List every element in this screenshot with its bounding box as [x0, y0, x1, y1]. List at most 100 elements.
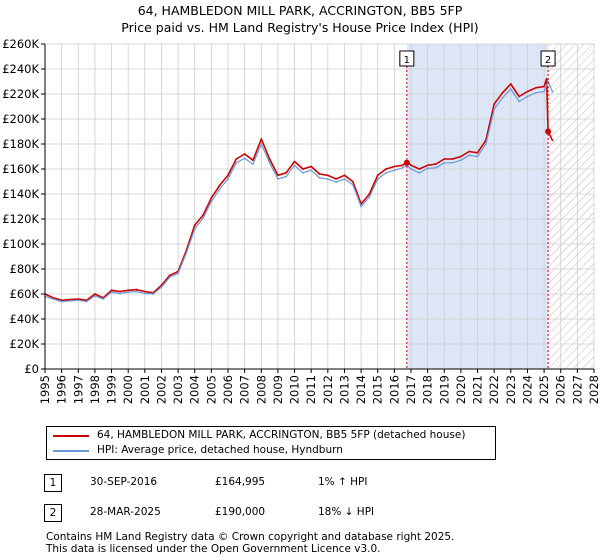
data-point-hpi-40 — [376, 178, 379, 180]
y-tick-label-4: £80K — [10, 262, 40, 276]
data-point-hpi-60 — [534, 91, 537, 94]
data-point-price-8 — [110, 289, 113, 292]
data-point-hpi-56 — [501, 96, 504, 99]
annotation-box-2 — [540, 50, 556, 67]
x-tick-label-2: 1997 — [71, 375, 85, 404]
data-point-price-40 — [376, 174, 379, 177]
sale-marker-2: 2 — [44, 504, 62, 522]
data-point-hpi-12 — [143, 292, 146, 295]
data-point-price-48 — [435, 163, 437, 165]
sale-row-2: 2 28-MAR-2025 £190,000 18% ↓ HPI — [0, 504, 600, 524]
data-point-hpi-18 — [193, 228, 196, 230]
region-layer — [406, 44, 594, 369]
data-point-hpi-29 — [285, 175, 288, 178]
data-point-price-35 — [335, 178, 338, 180]
data-point-hpi-53 — [476, 155, 479, 158]
sale-point-1 — [403, 159, 410, 166]
data-point-price-4 — [77, 298, 80, 300]
y-tick-label-9: £180K — [2, 137, 39, 151]
data-point-hpi-55 — [493, 108, 496, 110]
x-tick-label-14: 2009 — [271, 375, 285, 404]
data-point-hpi-26 — [260, 143, 263, 145]
x-tick-label-17: 2012 — [321, 375, 335, 404]
y-tick-label-11: £220K — [2, 87, 39, 101]
x-tick-label-3: 1998 — [88, 375, 102, 404]
data-point-hpi-2 — [60, 300, 63, 303]
data-point-hpi-5 — [85, 300, 88, 303]
data-point-hpi-10 — [127, 291, 130, 294]
sale-row-1: 1 30-SEP-2016 £164,995 1% ↑ HPI — [0, 474, 600, 494]
y-tick-label-7: £140K — [2, 187, 39, 201]
data-point-hpi-46 — [418, 171, 421, 174]
data-point-price-15 — [168, 274, 171, 277]
data-point-hpi-36 — [343, 178, 346, 180]
x-tick-label-23: 2018 — [421, 375, 435, 404]
y-tick-label-13: £260K — [2, 37, 39, 51]
data-point-hpi-61 — [543, 90, 545, 93]
sale-point-2 — [545, 128, 552, 135]
annotation-label-2: 2 — [545, 55, 551, 66]
data-point-price-12 — [143, 290, 146, 293]
data-point-price-31 — [301, 168, 304, 170]
data-point-price-27 — [268, 158, 271, 160]
data-point-price-59 — [526, 90, 529, 93]
data-point-hpi-32 — [310, 169, 313, 172]
y-tick-label-0: £0 — [24, 362, 39, 376]
data-point-hpi-9 — [118, 292, 121, 295]
data-point-hpi-34 — [326, 178, 329, 180]
x-tick-label-16: 2011 — [304, 375, 318, 404]
data-point-hpi-33 — [318, 176, 321, 179]
data-point-price-50 — [451, 158, 454, 160]
data-point-price-3 — [69, 298, 71, 301]
chart-title-line2: Price paid vs. HM Land Registry's House … — [121, 20, 479, 35]
data-point-price-32 — [310, 165, 313, 168]
data-point-hpi-17 — [185, 251, 188, 254]
data-point-hpi-7 — [102, 298, 105, 300]
data-point-price-28 — [277, 174, 279, 177]
data-point-hpi-4 — [77, 299, 80, 302]
data-point-hpi-21 — [218, 188, 221, 190]
data-point-price-41 — [385, 168, 387, 170]
x-tick-label-0: 1995 — [38, 375, 52, 404]
data-point-hpi-54 — [484, 143, 487, 145]
data-point-hpi-27 — [268, 161, 271, 164]
data-point-price-55 — [493, 103, 496, 105]
data-point-hpi-22 — [227, 178, 229, 180]
x-tick-label-32: 2027 — [570, 375, 584, 404]
data-point-hpi-49 — [443, 161, 446, 164]
footer-line2: This data is licensed under the Open Gov… — [46, 543, 381, 555]
data-point-price-26 — [260, 138, 263, 140]
x-tick-label-6: 2001 — [138, 375, 152, 404]
data-point-hpi-15 — [168, 276, 171, 279]
data-point-price-62 — [545, 78, 548, 80]
sale-hpi-2: 18% ↓ HPI — [318, 506, 375, 518]
data-point-price-52 — [468, 150, 471, 153]
x-tick-label-31: 2026 — [554, 375, 568, 404]
data-point-hpi-8 — [110, 291, 113, 294]
data-point-hpi-47 — [426, 167, 429, 170]
data-point-hpi-45 — [410, 168, 412, 170]
sale-date-1: 30-SEP-2016 — [90, 476, 158, 488]
axes-layer: £0 £20K £40K £60K £80K £100K £120K £140K £160K £1… — [2, 37, 600, 404]
y-tick-label-5: £100K — [2, 237, 39, 251]
data-point-price-36 — [343, 174, 346, 177]
sale-date-2: 28-MAR-2025 — [90, 506, 161, 518]
x-tick-label-29: 2024 — [520, 375, 534, 404]
data-point-hpi-62 — [547, 80, 549, 83]
data-point-price-23 — [235, 158, 238, 160]
data-point-hpi-30 — [293, 164, 296, 167]
x-tick-label-30: 2025 — [537, 375, 551, 404]
data-point-price-53 — [476, 151, 479, 154]
legend-label-price: 64, HAMBLEDON MILL PARK, ACCRINGTON, BB5… — [97, 429, 466, 441]
data-point-price-25 — [252, 159, 254, 162]
data-point-hpi-57 — [509, 88, 512, 90]
y-tick-label-2: £40K — [10, 312, 40, 326]
data-point-price-34 — [326, 174, 329, 177]
x-tick-label-13: 2008 — [254, 375, 268, 404]
data-point-hpi-20 — [210, 200, 213, 203]
data-point-hpi-19 — [202, 217, 204, 220]
data-point-hpi-6 — [94, 294, 96, 297]
data-point-hpi-59 — [526, 95, 529, 98]
y-tick-label-12: £240K — [2, 62, 39, 76]
data-point-hpi-58 — [518, 100, 521, 103]
